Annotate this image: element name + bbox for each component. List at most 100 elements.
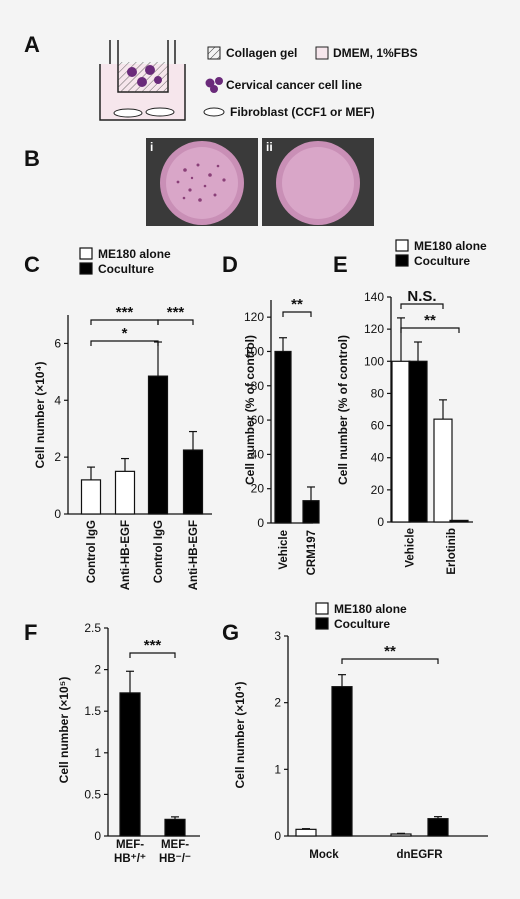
photo-ii-label: ii [266, 140, 273, 154]
significance-bracket [90, 340, 159, 346]
legend-label: Coculture [414, 254, 470, 268]
y-axis-title: Cell number (% of control) [336, 335, 350, 485]
y-tick-label: 0 [377, 515, 384, 529]
significance-label: *** [167, 304, 185, 321]
legend-swatch [315, 617, 329, 630]
bar [274, 350, 292, 524]
bar [302, 500, 320, 524]
panel-e-label: E [333, 252, 348, 277]
x-tick-label: Anti-HB-EGF [188, 520, 200, 590]
chart-g: 0 1 2 3 Cell number (×10⁴) Mock dnEGFR ** ME180 … [233, 602, 488, 861]
y-axis-title: Cell number (×10⁴) [233, 682, 247, 789]
y-tick-label: 0 [257, 516, 264, 530]
x-tick-label: MEF- [116, 839, 144, 851]
y-tick-label: 100 [364, 354, 384, 368]
cancer-cell-icon [205, 77, 223, 93]
legend-label: ME180 alone [98, 247, 171, 261]
y-tick-label: 1 [274, 762, 281, 776]
bar [295, 828, 317, 837]
x-tick-label: MEF- [161, 839, 189, 851]
medium-swatch [315, 46, 329, 60]
legend-cancer-cell: Cervical cancer cell line [226, 78, 362, 92]
y-tick-label: 2 [54, 450, 61, 464]
transwell-schematic [99, 40, 186, 121]
chart-e: 0 20 40 60 80 100 120 140 Cell number (% of cont… [336, 239, 487, 575]
y-tick-label: 0 [94, 829, 101, 843]
panel-a-label: A [24, 32, 40, 57]
y-tick-label: 2 [274, 696, 281, 710]
x-tick-label: Control IgG [153, 520, 165, 583]
legend-label: Coculture [334, 617, 390, 631]
y-tick-label: 20 [371, 483, 385, 497]
significance-label: *** [116, 304, 134, 321]
significance-bracket [400, 327, 460, 333]
legend-label: ME180 alone [334, 602, 407, 616]
x-tick-label: Anti-HB-EGF [120, 520, 132, 590]
bar [119, 692, 141, 837]
chart-c: 0 2 4 6 Cell number (×10⁴) Control IgG Anti-HB… [33, 247, 212, 590]
x-tick-label: dnEGFR [397, 849, 444, 861]
y-tick-label: 2.5 [84, 621, 101, 635]
legend-fibroblast: Fibroblast (CCF1 or MEF) [230, 105, 375, 119]
y-axis-title: Cell number (×10⁴) [33, 362, 47, 469]
photo-i: i [146, 138, 258, 226]
y-tick-label: 0 [274, 829, 281, 843]
bar [182, 449, 204, 515]
y-tick-label: 120 [364, 322, 384, 336]
y-tick-label: 140 [364, 290, 384, 304]
y-tick-label: 40 [371, 451, 385, 465]
x-tick-label: Vehicle [405, 528, 417, 568]
bar [449, 519, 469, 523]
panel-g-label: G [222, 620, 239, 645]
y-tick-label: 2 [94, 663, 101, 677]
panel-d-label: D [222, 252, 238, 277]
y-tick-label: 3 [274, 629, 281, 643]
legend-swatch [79, 262, 93, 275]
fibroblast-legend-icon [203, 107, 225, 117]
chart-f: 0 0.5 1 1.5 2 2.5 Cell number (×10⁵) MEF- HB⁺/⁺ M… [57, 621, 200, 865]
panel-f-label: F [24, 620, 37, 645]
panel-c-label: C [24, 252, 40, 277]
bar [80, 479, 102, 515]
schematic-legend: Collagen gel DMEM, 1%FBS Cervical cancer… [203, 46, 418, 119]
panel-b-label: B [24, 146, 40, 171]
legend-medium: DMEM, 1%FBS [333, 46, 418, 60]
y-tick-label: 100 [244, 344, 264, 358]
y-tick-label: 80 [251, 379, 265, 393]
bar [147, 375, 169, 515]
x-tick-label: Control IgG [86, 520, 98, 583]
significance-bracket [341, 658, 439, 664]
significance-label: *** [144, 637, 162, 654]
x-tick-label: HB⁺/⁺ [114, 853, 146, 865]
x-tick-label: Erlotinib [446, 528, 458, 575]
x-tick-label: HB⁻/⁻ [159, 853, 191, 865]
y-tick-label: 1 [94, 746, 101, 760]
bar [390, 833, 412, 837]
y-tick-label: 60 [251, 413, 265, 427]
y-tick-label: 80 [371, 386, 385, 400]
legend-label: Coculture [98, 262, 154, 276]
x-tick-label: Mock [309, 849, 339, 861]
significance-label: ** [424, 312, 436, 329]
y-tick-label: 6 [54, 336, 61, 350]
bar [164, 818, 186, 837]
y-tick-label: 4 [54, 393, 61, 407]
y-tick-label: 60 [371, 419, 385, 433]
photo-i-label: i [150, 140, 153, 154]
y-tick-label: 1.5 [84, 704, 101, 718]
y-axis-title: Cell number (×10⁵) [57, 677, 71, 784]
fibroblast-icon [113, 107, 175, 118]
bar [427, 818, 449, 837]
gel-swatch [207, 46, 221, 60]
significance-bracket [282, 311, 312, 317]
legend-collagen-gel: Collagen gel [226, 46, 297, 60]
x-tick-label: CRM197 [306, 530, 318, 575]
legend-swatch [395, 254, 409, 267]
legend-label: ME180 alone [414, 239, 487, 253]
x-tick-label: Vehicle [278, 530, 290, 570]
photo-ii: ii [262, 138, 374, 226]
legend-swatch [79, 247, 93, 260]
significance-label: ** [384, 643, 396, 660]
bar [331, 686, 353, 837]
